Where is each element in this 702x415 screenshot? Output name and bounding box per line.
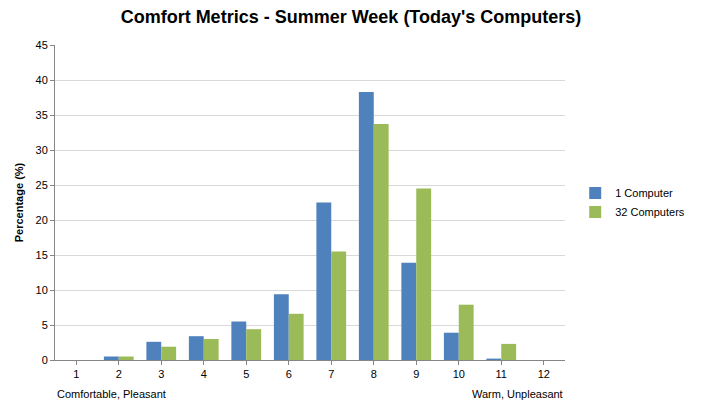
svg-text:35: 35	[36, 109, 48, 121]
svg-text:10: 10	[453, 368, 465, 380]
svg-text:15: 15	[36, 249, 48, 261]
svg-text:7: 7	[328, 368, 334, 380]
svg-text:1 Computer: 1 Computer	[615, 187, 673, 199]
svg-text:5: 5	[243, 368, 249, 380]
svg-text:Comfortable, Pleasant: Comfortable, Pleasant	[57, 388, 166, 400]
svg-text:11: 11	[496, 368, 507, 380]
svg-text:45: 45	[36, 39, 48, 51]
svg-text:25: 25	[36, 179, 48, 191]
svg-text:5: 5	[42, 319, 48, 331]
svg-text:Percentage (%): Percentage (%)	[13, 162, 25, 242]
svg-text:9: 9	[413, 368, 419, 380]
svg-text:12: 12	[538, 368, 550, 380]
svg-text:8: 8	[371, 368, 377, 380]
svg-text:20: 20	[36, 214, 48, 226]
svg-text:40: 40	[36, 74, 48, 86]
svg-text:Warm, Unpleasant: Warm, Unpleasant	[472, 388, 563, 400]
svg-text:0: 0	[42, 354, 48, 366]
svg-text:32 Computers: 32 Computers	[615, 206, 685, 218]
svg-text:3: 3	[158, 368, 164, 380]
svg-text:2: 2	[116, 368, 122, 380]
svg-text:10: 10	[36, 284, 48, 296]
svg-text:1: 1	[73, 368, 79, 380]
svg-text:30: 30	[36, 144, 48, 156]
svg-text:4: 4	[201, 368, 207, 380]
svg-text:Comfort Metrics - Summer Week: Comfort Metrics - Summer Week (Today's C…	[121, 7, 582, 27]
svg-text:6: 6	[286, 368, 292, 380]
